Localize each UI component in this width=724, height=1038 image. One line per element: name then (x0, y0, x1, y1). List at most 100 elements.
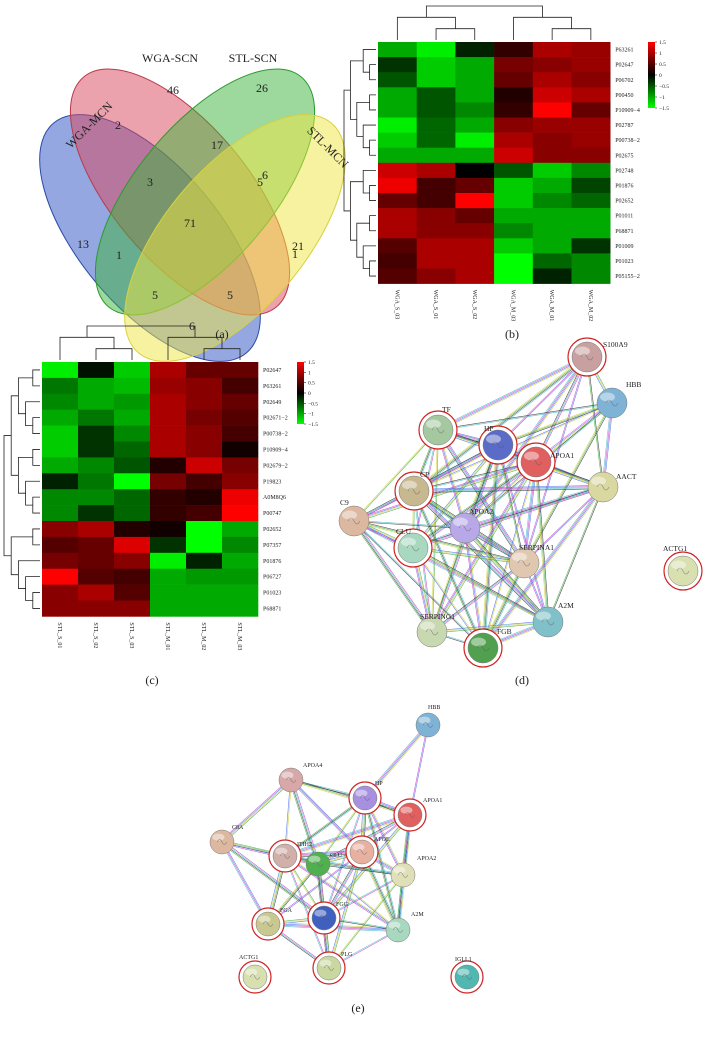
dendrogram-branch (86, 325, 196, 338)
edge (412, 491, 548, 624)
node-label: HP (484, 424, 494, 433)
dendrogram-branch (32, 528, 40, 546)
edge (464, 485, 603, 527)
heatmap-cell (378, 72, 417, 88)
heatmap-cell (532, 102, 572, 118)
heatmap-c: P02647 P63261 P02649 P02671−2 P00738−2 P10909… (3, 325, 318, 650)
heatmap-cell (222, 568, 259, 585)
heatmap-cell (222, 409, 259, 426)
venn-set-label: STL-SCN (229, 51, 278, 65)
heatmap-cell (455, 193, 495, 209)
row-label: P02671−2 (263, 416, 288, 422)
edge (524, 487, 604, 564)
heatmap-cell (455, 132, 495, 148)
edge (413, 546, 549, 622)
heatmap-cell (378, 268, 417, 284)
edge (482, 444, 498, 648)
heatmap-cell (222, 362, 259, 379)
heatmap-cell (78, 505, 115, 522)
heatmap-cell (416, 132, 456, 148)
row-label: P00747 (263, 511, 281, 517)
heatmap-cell (455, 253, 495, 269)
edge (414, 357, 588, 492)
edge (354, 519, 525, 563)
dendrogram-branch (396, 16, 456, 40)
row-label: P01876 (615, 183, 633, 189)
edge (524, 403, 614, 564)
venn-count: 5 (227, 288, 233, 302)
node-highlight (281, 771, 294, 779)
colorbar-label: −1 (659, 95, 665, 101)
node-label: C8A (232, 825, 244, 831)
heatmap-cell (114, 457, 151, 474)
dendrogram-branch (435, 28, 476, 40)
heatmap-cell (494, 102, 534, 118)
edge (353, 429, 438, 521)
edge (536, 461, 550, 622)
edge (484, 487, 605, 650)
edge (433, 462, 538, 634)
heatmap-cell (114, 600, 151, 617)
edge (431, 561, 524, 632)
edge (412, 548, 548, 624)
node-label: A2M (558, 601, 574, 610)
edge (498, 444, 549, 622)
node-structure (397, 872, 409, 878)
node-label: FGB (497, 627, 512, 636)
heatmap-cell (42, 568, 79, 585)
edge (432, 622, 549, 634)
dendrogram-branch (32, 369, 40, 387)
edge (413, 445, 500, 549)
edge (221, 842, 324, 919)
heatmap-cell (222, 552, 259, 569)
node-highlight (453, 517, 468, 527)
edge (222, 781, 293, 844)
heatmap-cell (222, 425, 259, 442)
edge (483, 487, 604, 649)
row-label: P68871 (615, 229, 633, 235)
heatmap-cell (186, 489, 223, 506)
heatmap-cell (150, 505, 187, 522)
node-label: IGLL1 (455, 957, 472, 963)
colorbar-label: 1.5 (659, 40, 666, 46)
node-structure (323, 965, 335, 971)
heatmap-cell (114, 441, 151, 458)
edge (353, 520, 525, 564)
heatmap-cell (378, 238, 417, 254)
edge (318, 863, 404, 875)
edge (354, 520, 433, 632)
heatmap-cell (222, 377, 259, 395)
colorbar-label: 1 (308, 370, 311, 376)
heatmap-cell (455, 208, 495, 224)
heatmap-cell (42, 362, 79, 379)
node-label: ITIH2 (297, 842, 312, 848)
node-structure (285, 777, 297, 783)
heatmap-cell (114, 425, 151, 442)
heatmap-cell (416, 87, 456, 103)
node-structure (425, 628, 439, 636)
node-structure (404, 812, 416, 818)
dendrogram-branch (350, 60, 364, 120)
heatmap-cell (378, 208, 417, 224)
edge (354, 520, 484, 648)
dendrogram-branch (3, 435, 12, 557)
node-highlight (420, 621, 435, 631)
node-highlight (575, 346, 590, 356)
edge (412, 547, 549, 623)
node-structure (356, 849, 368, 855)
heatmap-cell (150, 409, 187, 426)
edge (411, 460, 536, 547)
dendrogram-branch (32, 592, 40, 609)
row-label: P01009 (615, 244, 633, 250)
dendrogram-branch (203, 348, 241, 360)
nodes: S100A9 HBB TF HP APOA1 CP AACT C9 APOA2 SERPINA1 C… (338, 337, 703, 668)
node-label: SERPING1 (420, 612, 455, 621)
row-label: P02647 (263, 368, 281, 374)
edge (412, 461, 536, 548)
edge (586, 357, 603, 488)
edge (289, 780, 317, 865)
edge (353, 521, 432, 633)
edge (497, 401, 612, 445)
heatmap-cell (378, 177, 417, 194)
